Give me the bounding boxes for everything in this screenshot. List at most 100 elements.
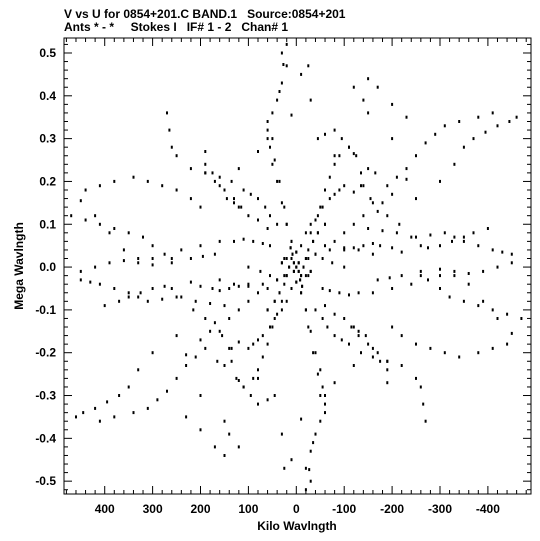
uv-point (213, 321, 216, 325)
uv-point (249, 192, 252, 196)
uv-point (247, 299, 250, 303)
uv-point (381, 201, 384, 205)
uv-point (343, 231, 346, 235)
uv-point (295, 280, 298, 284)
uv-point (362, 184, 365, 188)
uv-point (324, 132, 326, 136)
uv-point (237, 308, 240, 312)
uv-point (333, 334, 336, 338)
uv-point (462, 299, 465, 303)
uv-point (300, 274, 303, 278)
uv-point (491, 346, 494, 350)
uv-point (257, 197, 259, 201)
uv-point (223, 454, 226, 457)
uv-point (266, 120, 269, 123)
uv-point (362, 244, 365, 248)
uv-point (230, 346, 233, 350)
uv-point (348, 342, 350, 346)
uv-point (415, 197, 417, 201)
uv-point (218, 278, 221, 282)
uv-point (328, 197, 331, 201)
uv-point (386, 359, 389, 363)
uv-point (352, 85, 355, 89)
uv-point (271, 162, 274, 166)
uv-point (252, 342, 255, 346)
uv-point (439, 287, 441, 290)
uv-point (451, 239, 453, 243)
uv-point (247, 265, 250, 269)
uv-point (139, 291, 142, 295)
uv-point (113, 227, 116, 230)
uv-point (300, 244, 303, 248)
uv-point (230, 179, 233, 183)
uv-point (338, 291, 341, 295)
uv-point (324, 402, 326, 406)
uv-point (419, 385, 422, 389)
uv-point (132, 175, 135, 179)
uv-point (280, 51, 283, 55)
uv-point (300, 72, 303, 76)
uv-point (84, 218, 87, 222)
uv-point (371, 346, 374, 350)
uv-point (364, 334, 367, 338)
uv-point (216, 359, 219, 363)
uv-point (405, 177, 408, 181)
uv-point (257, 218, 259, 222)
uv-point (400, 334, 403, 338)
uv-point (333, 192, 336, 196)
uv-point (376, 85, 379, 89)
uv-point (304, 274, 307, 278)
uv-point (292, 269, 295, 273)
uv-point (168, 128, 171, 132)
uv-point (223, 304, 226, 308)
uv-point (280, 201, 283, 205)
uv-point (299, 278, 302, 282)
uv-point (324, 304, 326, 308)
uv-point (285, 42, 288, 46)
uv-point (333, 154, 336, 158)
uv-point (185, 364, 188, 367)
uv-point (151, 287, 154, 290)
uv-point (98, 222, 101, 226)
uv-point (285, 299, 288, 303)
uv-point (199, 428, 202, 432)
uv-point (308, 468, 311, 472)
uv-point (276, 98, 279, 102)
y-tick-label: -0.1 (35, 303, 56, 317)
uv-point (137, 257, 140, 260)
uv-point (209, 329, 212, 333)
uv-point (352, 152, 355, 156)
uv-point (312, 239, 315, 243)
uv-point (230, 359, 233, 363)
uv-point (448, 295, 451, 299)
uv-point (271, 325, 274, 329)
uv-point (424, 141, 427, 145)
uv-point (223, 364, 226, 367)
uv-point (237, 167, 240, 171)
uv-point (501, 250, 504, 254)
uv-point (357, 334, 360, 338)
uv-point (443, 351, 446, 355)
uv-point (194, 299, 197, 303)
uv-point (328, 248, 331, 252)
uv-point (228, 317, 231, 320)
uv-point (386, 381, 389, 385)
uv-point (156, 398, 159, 402)
uv-point (391, 192, 394, 196)
uv-point (292, 261, 295, 265)
uv-point (259, 269, 262, 273)
uv-point (360, 351, 362, 355)
uv-point (340, 338, 343, 342)
uv-point (352, 325, 355, 329)
uv-point (400, 364, 403, 367)
y-tick-label: 0.2 (39, 174, 56, 188)
uv-point (307, 257, 310, 260)
x-tick-label: 300 (143, 502, 163, 516)
uv-point (163, 284, 166, 288)
uv-point (247, 282, 250, 286)
uv-point (237, 205, 240, 209)
uv-point (261, 334, 264, 338)
uv-point (333, 381, 336, 385)
uv-point (395, 231, 398, 235)
uv-point (491, 308, 494, 312)
